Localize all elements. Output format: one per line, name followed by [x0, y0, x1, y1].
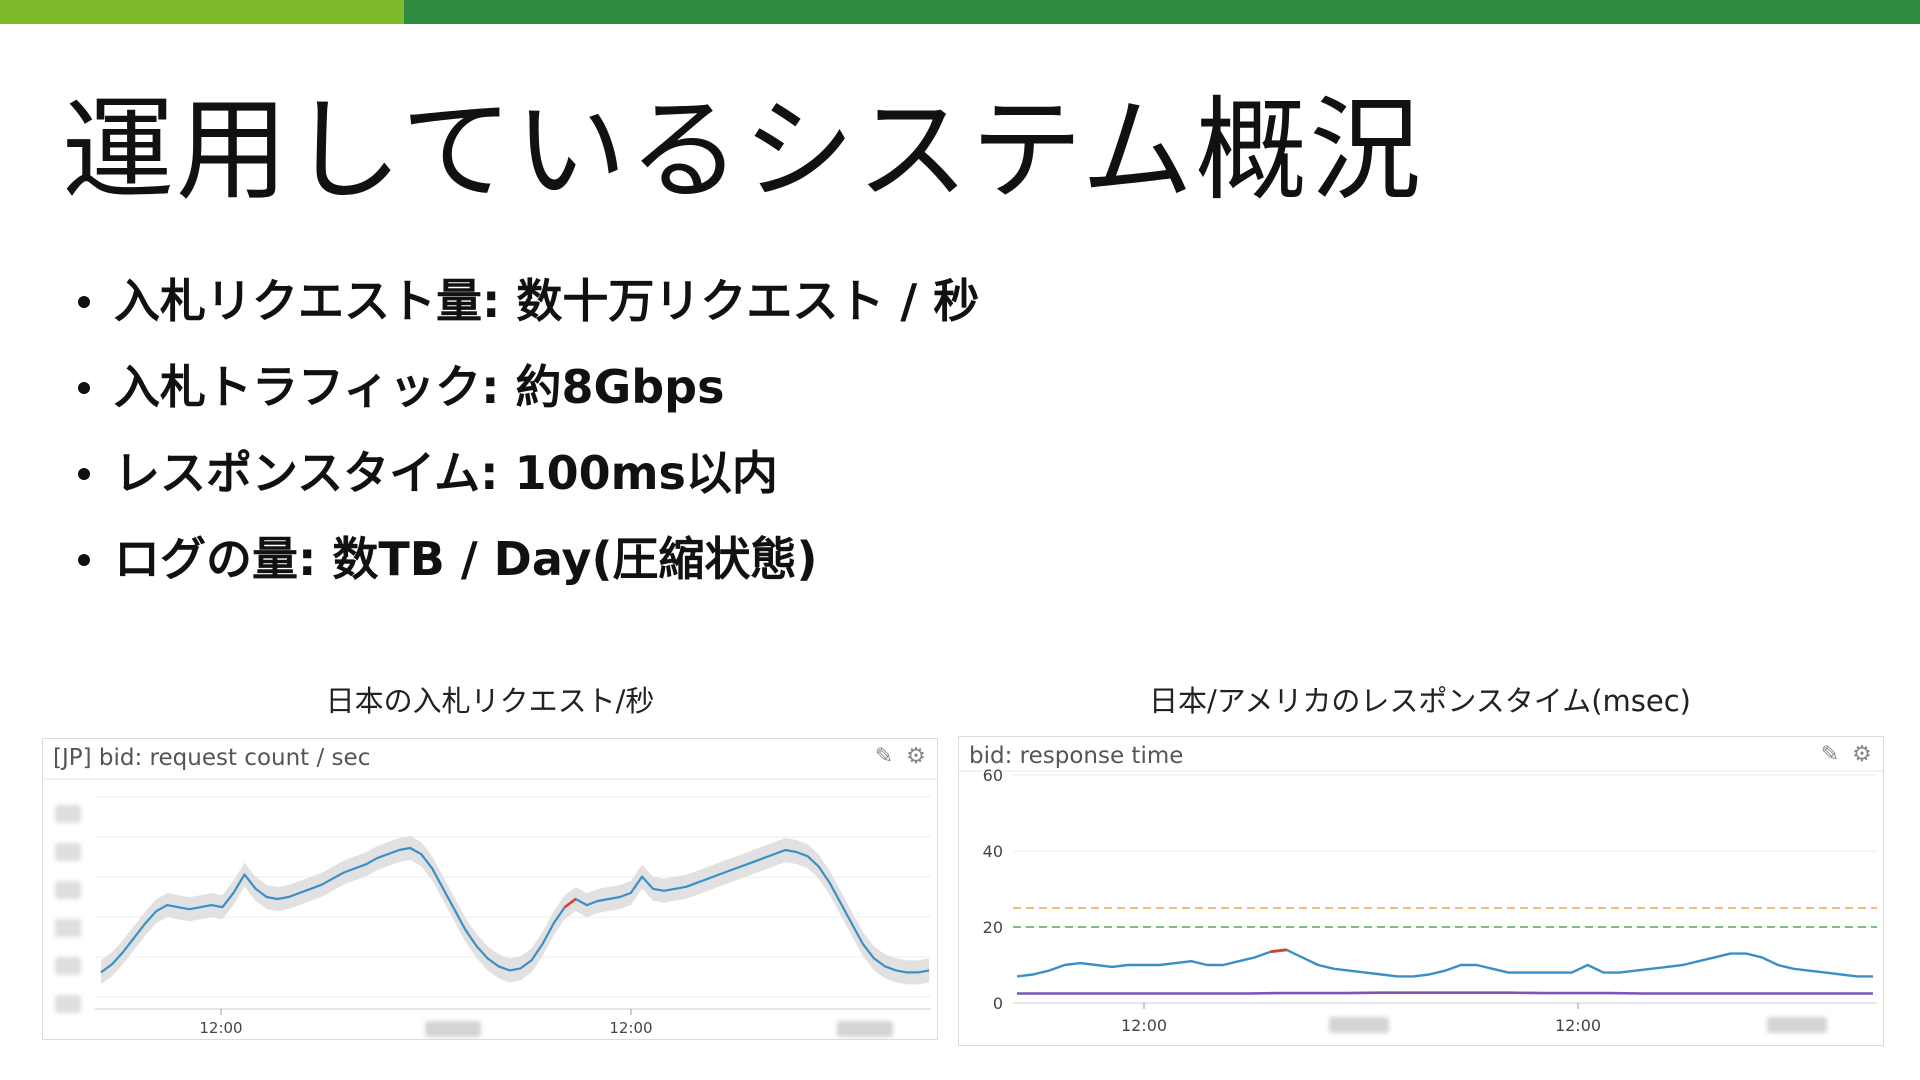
y-tick-label: 40 [983, 842, 1003, 861]
panel-title: bid: response time [969, 743, 1184, 769]
y-tick-label: 20 [983, 918, 1003, 937]
panel-header: bid: response time ✎ ⚙ [959, 737, 1883, 775]
bullet-item: ログの量: 数TB / Day(圧縮状態) [72, 516, 979, 602]
x-tick-label: 12:00 [199, 1019, 242, 1037]
y-tick-label: 0 [993, 994, 1003, 1013]
panel-tools: ✎ ⚙ [1817, 741, 1875, 769]
x-tick-label-redacted [1767, 1017, 1827, 1033]
bullet-item: 入札リクエスト量: 数十万リクエスト / 秒 [72, 258, 979, 344]
expected-range-band [101, 836, 929, 985]
slide-top-bar [0, 0, 1920, 24]
panel-title: [JP] bid: request count / sec [53, 745, 371, 771]
x-tick-label-redacted [425, 1021, 481, 1037]
y-tick-label-redacted [55, 805, 81, 823]
top-bar-dark-segment [404, 0, 1920, 24]
slide-title: 運用しているシステム概況 [62, 86, 1424, 216]
y-tick-label-redacted [55, 957, 81, 975]
gear-icon[interactable]: ⚙ [1852, 742, 1872, 767]
response-time-panel: 0 20 40 60 12:00 12:00 bid: response time ✎ ⚙ [958, 736, 1884, 1046]
bullet-item: 入札トラフィック: 約8Gbps [72, 344, 979, 430]
x-tick-label-redacted [1329, 1017, 1389, 1033]
panel-tools: ✎ ⚙ [871, 743, 929, 771]
panel-header: [JP] bid: request count / sec ✎ ⚙ [43, 739, 937, 777]
right-chart-caption: 日本/アメリカのレスポンスタイム(msec) [1149, 684, 1691, 718]
y-tick-label-redacted [55, 881, 81, 899]
x-tick-label: 12:00 [1555, 1016, 1601, 1035]
response-time-chart: 0 20 40 60 12:00 12:00 [959, 766, 1883, 1035]
top-bar-light-segment [0, 0, 404, 24]
y-tick-label-redacted [55, 919, 81, 937]
series-line [100, 846, 930, 974]
y-tick-label-redacted [55, 843, 81, 861]
bullet-item: レスポンスタイム: 100ms以内 [72, 430, 979, 516]
pencil-icon[interactable]: ✎ [1820, 742, 1840, 767]
request-count-panel: 12:00 12:00 [JP] bid: request count / sec… [42, 738, 938, 1040]
x-tick-label: 12:00 [1121, 1016, 1167, 1035]
y-tick-label-redacted [55, 995, 81, 1013]
x-tick-label: 12:00 [609, 1019, 652, 1037]
series-line-america [1017, 991, 1873, 995]
anomaly-segment [1270, 948, 1287, 954]
anomaly-segment [563, 897, 577, 909]
pencil-icon[interactable]: ✎ [874, 744, 894, 769]
gear-icon[interactable]: ⚙ [906, 744, 926, 769]
bullet-list: 入札リクエスト量: 数十万リクエスト / 秒 入札トラフィック: 約8Gbps … [72, 258, 979, 602]
y-tick-label: 60 [983, 766, 1003, 785]
series-line-japan [1016, 948, 1873, 978]
x-tick-label-redacted [837, 1021, 893, 1037]
left-chart-caption: 日本の入札リクエスト/秒 [325, 684, 655, 718]
request-count-chart: 12:00 12:00 [43, 778, 937, 1037]
